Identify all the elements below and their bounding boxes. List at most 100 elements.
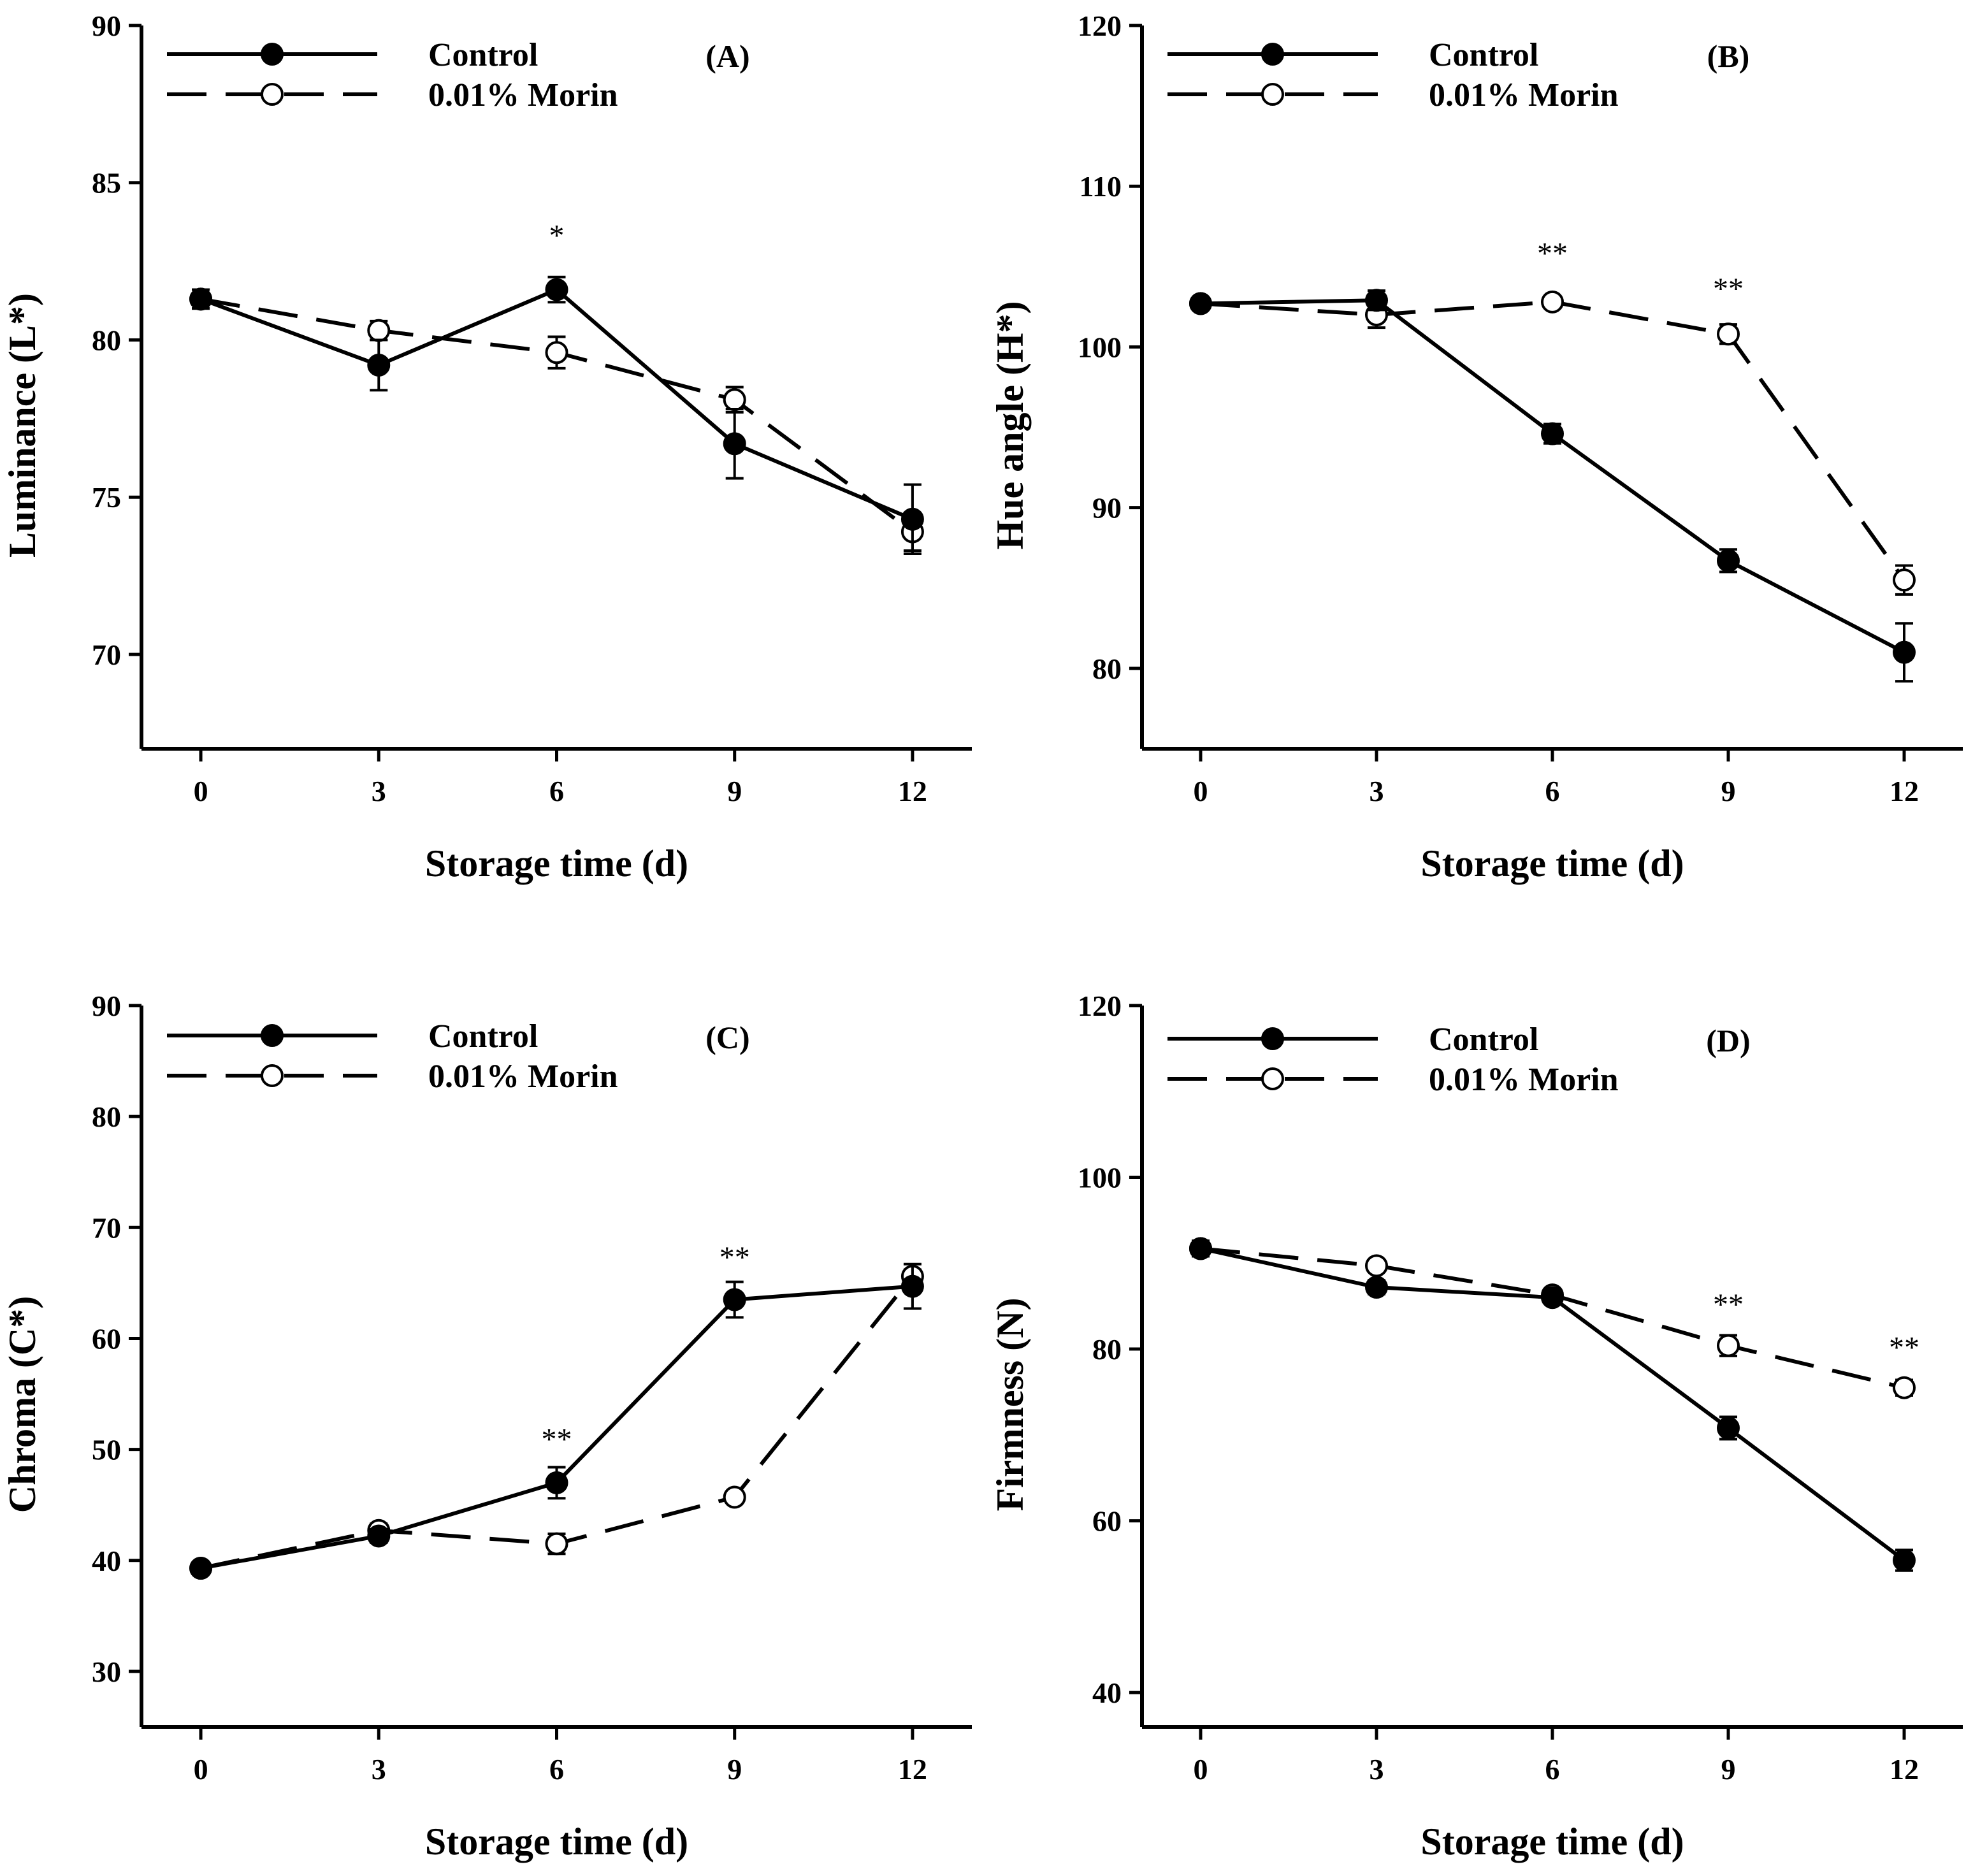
series-line (200, 297, 914, 533)
series-control (189, 275, 924, 556)
x-tick-label: 6 (549, 775, 564, 807)
x-tick-label: 3 (372, 775, 386, 807)
x-tick-label: 0 (1194, 775, 1208, 807)
y-tick-label: 40 (92, 1545, 121, 1577)
y-tick-label: 100 (1078, 1162, 1122, 1194)
x-tick-label: 9 (727, 775, 742, 807)
y-tick-label: 85 (92, 167, 121, 199)
legend-marker (261, 1024, 284, 1047)
legend-label: 0.01% Morin (428, 1058, 618, 1095)
data-point (545, 341, 568, 364)
legend-marker (1261, 43, 1284, 66)
y-tick-label: 60 (92, 1322, 121, 1355)
y-tick-label: 75 (92, 481, 121, 514)
x-tick-label: 0 (194, 1753, 208, 1786)
y-axis-title: Firmness (N) (989, 1298, 1031, 1512)
series-morin (1189, 290, 1916, 596)
x-tick-label: 9 (727, 1753, 742, 1786)
x-tick-label: 0 (194, 775, 208, 807)
y-tick-label: 90 (92, 990, 121, 1022)
data-point (1189, 1237, 1212, 1260)
series-morin (1189, 1237, 1916, 1399)
data-point (1365, 289, 1388, 312)
x-tick-label: 12 (898, 1753, 927, 1786)
legend-label: 0.01% Morin (1429, 1062, 1619, 1098)
data-point (545, 278, 568, 301)
x-axis-title: Storage time (d) (425, 842, 688, 884)
series-line (200, 287, 914, 521)
data-point (900, 507, 924, 531)
y-tick-label: 120 (1078, 10, 1122, 42)
x-axis-title: Storage time (d) (1420, 842, 1684, 884)
data-point (1541, 290, 1564, 314)
significance-marker: ** (542, 1423, 572, 1457)
data-point (1717, 1334, 1740, 1357)
data-point (723, 388, 746, 412)
y-tick-label: 80 (92, 1100, 121, 1133)
data-point (367, 1524, 391, 1548)
x-axis-title: Storage time (d) (1420, 1821, 1684, 1863)
legend-label: Control (1429, 37, 1538, 73)
x-tick-label: 6 (1545, 775, 1560, 807)
data-point (1365, 1276, 1388, 1299)
x-axis-title: Storage time (d) (425, 1821, 688, 1863)
data-point (367, 319, 391, 342)
y-axis-title: Chroma (C*) (1, 1296, 43, 1513)
significance-marker: ** (1889, 1331, 1919, 1365)
data-point (1365, 1254, 1388, 1278)
y-tick-label: 120 (1078, 990, 1122, 1022)
legend-label: Control (428, 37, 538, 73)
panel-d: 40 60 80 100 120 0 3 6 9 12 Storage time (d) Firmne… (989, 990, 1963, 1863)
x-tick-label: 12 (1890, 775, 1919, 807)
legend-label: 0.01% Morin (428, 77, 618, 113)
x-tick-label: 12 (1890, 1753, 1919, 1786)
x-tick-label: 3 (1370, 1753, 1384, 1786)
panel-label: (B) (1707, 38, 1750, 74)
y-tick-label: 70 (92, 1211, 121, 1244)
legend-label: Control (1429, 1021, 1538, 1058)
panel-b: 80 90 100 110 120 0 3 6 9 12 Storage time (d) Hue a… (989, 10, 1963, 884)
y-tick-label: 80 (1092, 1333, 1122, 1366)
y-tick-label: 30 (92, 1656, 121, 1688)
panel-c: 30 40 50 60 70 80 90 0 3 6 9 12 Storage time (d) Chro… (1, 990, 972, 1863)
legend: Control 0.01% Morin (1167, 1021, 1619, 1098)
significance-marker: * (549, 219, 565, 252)
legend-marker (1261, 1067, 1284, 1090)
panel-label: (D) (1706, 1023, 1750, 1058)
data-point (1893, 568, 1916, 592)
y-axis-title: Luminance (L*) (1, 293, 43, 558)
data-point (1893, 640, 1916, 664)
x-tick-label: 3 (372, 1753, 386, 1786)
series-morin (189, 287, 924, 552)
y-tick-label: 60 (1092, 1505, 1122, 1538)
y-tick-label: 80 (92, 324, 121, 356)
series-line (1200, 1246, 1905, 1390)
panel-label: (C) (705, 1020, 749, 1055)
data-point (189, 287, 213, 311)
data-point (723, 1288, 746, 1311)
significance-marker: ** (1537, 236, 1568, 270)
data-point (1893, 1376, 1916, 1399)
series-control (1189, 289, 1916, 683)
x-tick-label: 9 (1721, 775, 1736, 807)
legend-marker (1261, 83, 1284, 106)
data-point (545, 1471, 568, 1494)
legend-label: 0.01% Morin (1429, 77, 1619, 113)
series-line (1200, 298, 1905, 654)
series-control (189, 1262, 924, 1580)
data-point (367, 353, 391, 377)
data-point (723, 432, 746, 456)
data-point (1717, 322, 1740, 346)
data-point (1893, 1548, 1916, 1572)
panel-a: 70 75 80 85 90 0 3 6 9 12 Storage time (d) Luminanc… (1, 10, 972, 884)
legend: Control 0.01% Morin (167, 37, 618, 113)
legend: Control 0.01% Morin (1167, 37, 1619, 113)
legend-marker (261, 83, 284, 106)
y-tick-label: 100 (1078, 331, 1122, 363)
x-tick-label: 3 (1370, 775, 1384, 807)
y-tick-label: 70 (92, 639, 121, 671)
data-point (545, 1532, 568, 1555)
data-point (1541, 422, 1564, 445)
x-tick-label: 6 (1545, 1753, 1560, 1786)
significance-marker: ** (1713, 272, 1744, 306)
